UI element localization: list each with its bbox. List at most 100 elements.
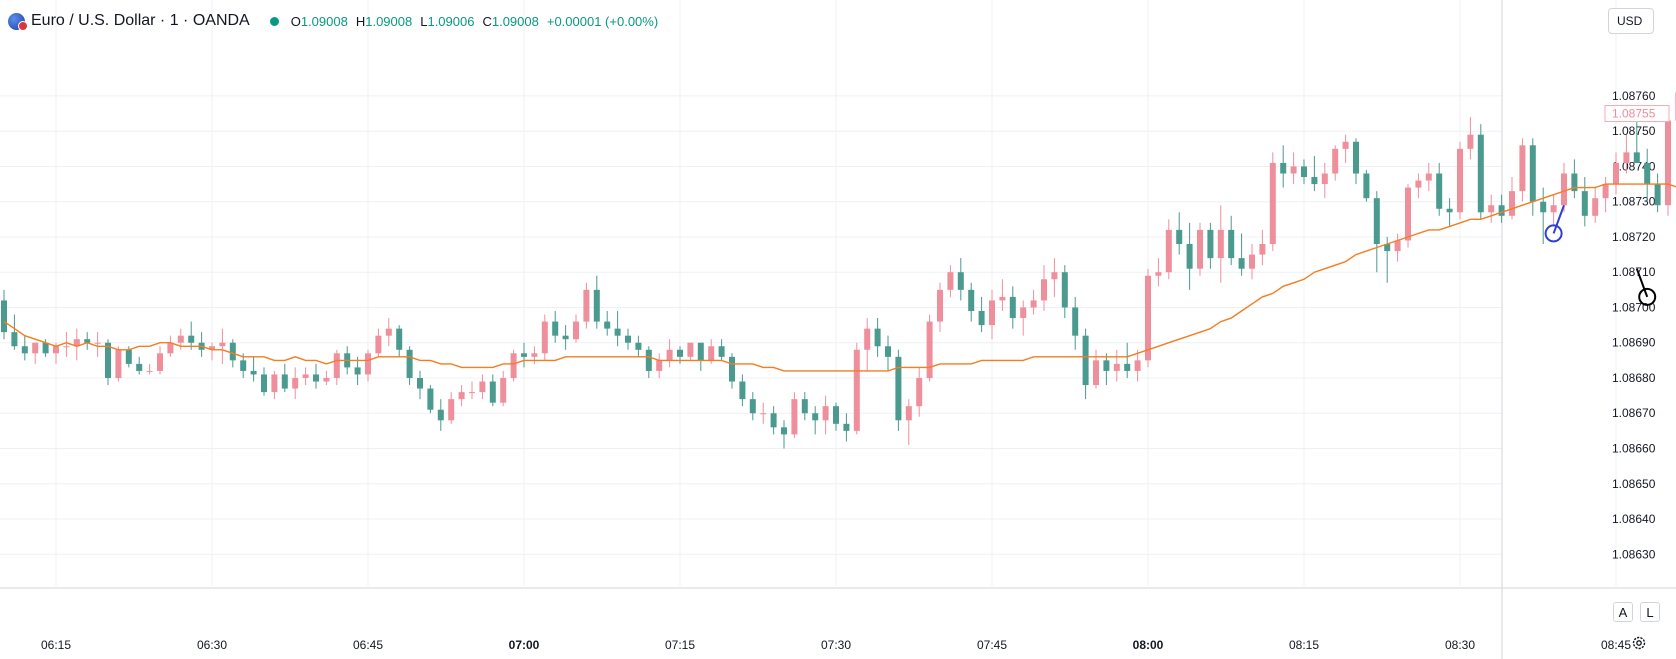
low-value: 1.09006 bbox=[427, 13, 475, 29]
candle-body bbox=[1644, 162, 1651, 185]
candle-body bbox=[1415, 180, 1422, 188]
candle-body bbox=[833, 406, 839, 424]
candle-body bbox=[666, 349, 673, 361]
log-scale-button[interactable]: L bbox=[1640, 602, 1660, 622]
candle-body bbox=[396, 328, 403, 350]
candle-body bbox=[292, 377, 299, 389]
candle-body bbox=[874, 328, 881, 347]
candle-body bbox=[978, 311, 985, 326]
annotation-line bbox=[1635, 268, 1649, 298]
candle-body bbox=[1540, 201, 1547, 213]
auto-scale-button[interactable]: A bbox=[1613, 602, 1633, 622]
x-tick-label: 07:15 bbox=[665, 638, 695, 652]
y-tick-label: 1.08720 bbox=[1612, 230, 1656, 244]
candle-body bbox=[1113, 363, 1120, 371]
gear-icon[interactable] bbox=[1630, 634, 1648, 652]
candle-body bbox=[1301, 166, 1307, 178]
x-tick-label: 06:30 bbox=[197, 638, 227, 652]
candle-body bbox=[1550, 205, 1557, 213]
candle-body bbox=[1072, 307, 1079, 336]
candle-body bbox=[1613, 162, 1619, 185]
candle-body bbox=[1602, 184, 1609, 199]
candle-body bbox=[1353, 141, 1359, 174]
candle-body bbox=[1311, 177, 1318, 185]
candle-body bbox=[791, 399, 798, 435]
candle-body bbox=[177, 335, 184, 343]
candle-body bbox=[1561, 173, 1567, 206]
y-tick-label: 1.08730 bbox=[1612, 195, 1656, 209]
close-label: C bbox=[482, 13, 492, 29]
y-tick-label: 1.08750 bbox=[1612, 124, 1656, 138]
candle-body bbox=[1509, 191, 1515, 216]
candle-body bbox=[375, 335, 382, 354]
candle-body bbox=[625, 335, 631, 343]
candle-body bbox=[261, 374, 267, 393]
candle-body bbox=[1436, 173, 1443, 209]
y-tick-label: 1.08640 bbox=[1612, 512, 1656, 526]
candle-body bbox=[84, 339, 91, 343]
low-label: L bbox=[420, 13, 428, 29]
candle-body bbox=[1176, 229, 1183, 245]
candle-body bbox=[1457, 148, 1463, 213]
candle-body bbox=[1124, 363, 1131, 371]
candle-body bbox=[1082, 335, 1089, 386]
candle-body bbox=[1061, 272, 1068, 308]
candle-body bbox=[333, 353, 340, 378]
candle-body bbox=[417, 377, 423, 389]
candle-body bbox=[167, 342, 174, 354]
candle-body bbox=[1477, 134, 1484, 213]
candle-body bbox=[635, 342, 642, 350]
candle-body bbox=[916, 377, 923, 407]
ohlc-legend: O1.09008 H1.09008 L1.09006 C1.09008 +0.0… bbox=[291, 14, 658, 29]
candle-body bbox=[885, 346, 891, 357]
candle-body bbox=[219, 342, 226, 347]
candle-body bbox=[1519, 145, 1526, 192]
candle-body bbox=[42, 342, 49, 354]
candle-body bbox=[687, 342, 694, 357]
candle-body bbox=[157, 353, 163, 371]
candle-body bbox=[489, 381, 496, 403]
candle-body bbox=[427, 388, 434, 410]
y-tick-label: 1.08710 bbox=[1612, 265, 1656, 279]
x-tick-label: 07:30 bbox=[821, 638, 851, 652]
candle-body bbox=[510, 353, 517, 378]
y-tick-label: 1.08760 bbox=[1612, 89, 1656, 103]
candle-body bbox=[469, 392, 475, 394]
annotation-circle bbox=[1544, 224, 1563, 243]
candle-body bbox=[1197, 229, 1203, 269]
candle-body bbox=[1332, 148, 1339, 174]
candle-body bbox=[1623, 152, 1630, 163]
candle-body bbox=[760, 413, 767, 415]
candle-body bbox=[94, 342, 101, 344]
candle-body bbox=[573, 321, 579, 340]
y-tick-label: 1.08660 bbox=[1612, 442, 1656, 456]
candle-body bbox=[1581, 191, 1588, 216]
candle-body bbox=[11, 332, 18, 347]
high-label: H bbox=[355, 13, 366, 29]
candle-body bbox=[281, 374, 288, 389]
candle-body bbox=[354, 367, 361, 375]
candle-body bbox=[105, 342, 111, 378]
currency-button[interactable]: USD bbox=[1608, 8, 1654, 34]
candle-body bbox=[1207, 229, 1214, 259]
close-value: 1.09008 bbox=[491, 13, 539, 29]
symbol-title[interactable]: Euro / U.S. Dollar · 1 · OANDA bbox=[31, 12, 250, 29]
candle-body bbox=[136, 363, 143, 371]
candle-body bbox=[989, 300, 995, 326]
y-tick-label: 1.08670 bbox=[1612, 406, 1656, 420]
annotation-line bbox=[1552, 204, 1565, 234]
candle-body bbox=[1405, 187, 1411, 241]
candle-body bbox=[1186, 244, 1193, 269]
candle-body bbox=[593, 289, 600, 322]
candle-body bbox=[729, 356, 735, 382]
candle-body bbox=[739, 381, 746, 400]
candle-body bbox=[1093, 360, 1099, 386]
y-tick-label: 1.08700 bbox=[1612, 300, 1656, 314]
candle-body bbox=[1654, 184, 1661, 206]
grid bbox=[0, 0, 1617, 586]
candle-body bbox=[313, 374, 319, 382]
candle-body bbox=[437, 409, 444, 421]
candle-body bbox=[1030, 300, 1037, 308]
candle-body bbox=[521, 353, 527, 357]
